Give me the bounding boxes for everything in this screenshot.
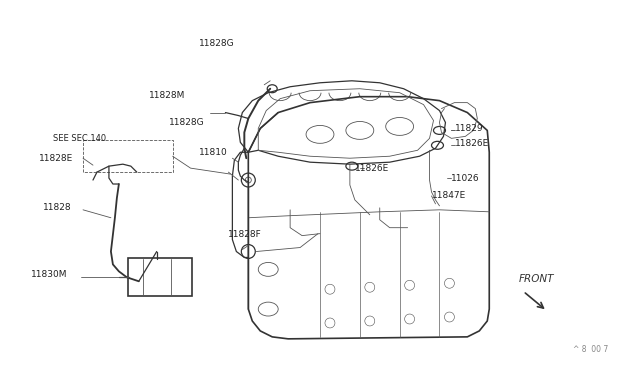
Text: 11828G: 11828G [198, 39, 234, 48]
Text: 11828: 11828 [44, 203, 72, 212]
Text: 11810: 11810 [198, 148, 227, 157]
Text: SEE SEC.140: SEE SEC.140 [53, 134, 106, 143]
Text: 11828M: 11828M [148, 91, 185, 100]
Text: FRONT: FRONT [519, 274, 555, 284]
Text: 11830M: 11830M [31, 270, 68, 279]
Text: 11847E: 11847E [431, 192, 466, 201]
Text: 11829: 11829 [456, 124, 484, 133]
Text: 11828E: 11828E [39, 154, 74, 163]
Text: 11026: 11026 [451, 174, 480, 183]
Text: ^ 8  00 7: ^ 8 00 7 [573, 345, 609, 354]
Text: 11828F: 11828F [228, 230, 262, 239]
Text: 11826E: 11826E [456, 139, 490, 148]
Text: 11826E: 11826E [355, 164, 389, 173]
Text: 11828G: 11828G [169, 118, 204, 127]
